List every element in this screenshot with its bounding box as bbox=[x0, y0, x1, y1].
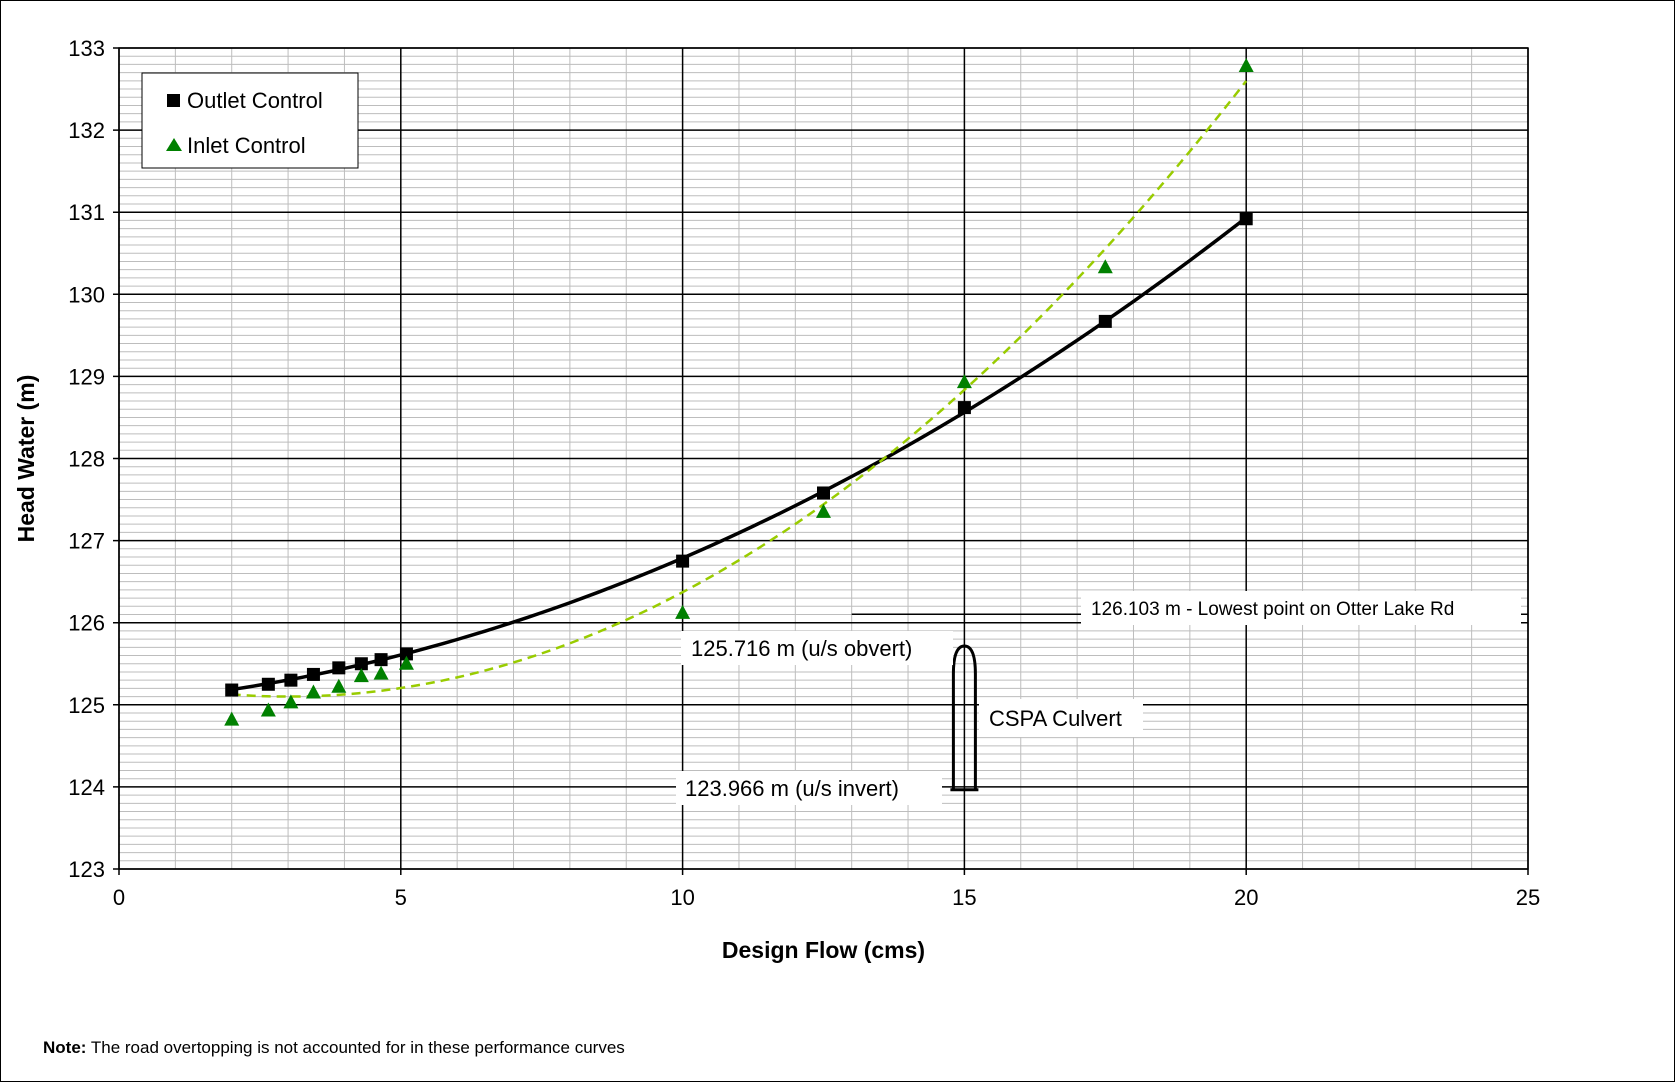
series-markers bbox=[224, 58, 1254, 726]
inlet-control-line bbox=[231, 80, 1248, 698]
y-tick-label: 127 bbox=[68, 529, 105, 554]
x-axis-title: Design Flow (cms) bbox=[722, 937, 925, 963]
inlet-control-point bbox=[305, 684, 321, 699]
y-tick-label: 123 bbox=[68, 857, 105, 882]
inlet-control-point bbox=[1097, 259, 1113, 274]
inlet-control-point bbox=[353, 668, 369, 683]
inlet-control-point bbox=[675, 604, 691, 619]
y-tick-label: 130 bbox=[68, 282, 105, 307]
outlet-control-point bbox=[957, 401, 971, 415]
invert-label-bg bbox=[676, 771, 942, 805]
outlet-control-point bbox=[354, 657, 368, 671]
y-axis-title: Head Water (m) bbox=[13, 375, 39, 543]
road-level-label-bg bbox=[1081, 591, 1521, 625]
outlet-control-point bbox=[399, 647, 413, 661]
outlet-control-point bbox=[817, 486, 830, 500]
x-tick-label: 25 bbox=[1516, 885, 1540, 910]
inlet-control-point bbox=[373, 665, 389, 680]
x-tick-label: 0 bbox=[113, 885, 125, 910]
major-gridlines bbox=[113, 47, 1529, 875]
invert-label: 123.966 m (u/s invert) bbox=[685, 776, 899, 801]
legend-outlet-control-label: Outlet Control bbox=[187, 88, 323, 113]
y-tick-label: 128 bbox=[68, 447, 105, 472]
outlet-control-point bbox=[284, 673, 298, 687]
y-tick-label: 129 bbox=[68, 364, 105, 389]
outlet-control-point bbox=[306, 667, 320, 681]
culvert-label: CSPA Culvert bbox=[989, 706, 1122, 731]
road-level-label: 126.103 m - Lowest point on Otter Lake R… bbox=[1091, 599, 1454, 620]
legend-outlet-control-marker bbox=[167, 94, 180, 107]
culvert-shape bbox=[951, 644, 977, 790]
annotations: 126.103 m - Lowest point on Otter Lake R… bbox=[676, 591, 1528, 805]
outlet-control-point bbox=[676, 554, 690, 568]
y-tick-label: 132 bbox=[68, 118, 105, 143]
inlet-control-point bbox=[1238, 58, 1254, 73]
y-tick-label: 124 bbox=[68, 775, 105, 800]
inlet-control-point bbox=[224, 711, 240, 726]
y-tick-label: 126 bbox=[68, 611, 105, 636]
outlet-control-point bbox=[332, 661, 346, 675]
x-tick-label: 15 bbox=[952, 885, 976, 910]
inlet-control-point bbox=[816, 503, 831, 518]
obvert-label-bg bbox=[681, 631, 953, 665]
obvert-label: 125.716 m (u/s obvert) bbox=[691, 636, 912, 661]
inlet-control-point bbox=[956, 374, 972, 389]
y-axis-ticks: 123 124 125 126 127 128 129 130 131 132 133 bbox=[68, 36, 105, 882]
inlet-control-point bbox=[283, 694, 299, 709]
outlet-control-point bbox=[225, 683, 239, 697]
outlet-control-point bbox=[1239, 212, 1253, 226]
legend: Outlet Control Inlet Control bbox=[141, 72, 359, 169]
inlet-control-point bbox=[398, 655, 414, 670]
outlet-control-point bbox=[1098, 314, 1112, 328]
x-tick-label: 5 bbox=[395, 885, 407, 910]
y-tick-label: 131 bbox=[68, 200, 105, 225]
legend-box bbox=[141, 72, 359, 169]
legend-inlet-control-marker bbox=[166, 138, 182, 151]
culvert-label-bg bbox=[979, 699, 1143, 737]
x-tick-label: 20 bbox=[1234, 885, 1258, 910]
chart-note: Note: The road overtopping is not accoun… bbox=[43, 1038, 625, 1058]
note-text: The road overtopping is not accounted fo… bbox=[86, 1038, 625, 1057]
x-axis-ticks: 0 5 10 15 20 25 bbox=[113, 885, 1540, 910]
y-tick-label: 125 bbox=[68, 693, 105, 718]
y-tick-label: 133 bbox=[68, 36, 105, 61]
outlet-control-point bbox=[261, 677, 275, 691]
outlet-control-point bbox=[374, 653, 388, 667]
inlet-control-point bbox=[331, 678, 347, 693]
plot-area-border bbox=[118, 47, 1529, 870]
inlet-control-point bbox=[260, 702, 276, 717]
x-tick-label: 10 bbox=[670, 885, 694, 910]
legend-inlet-control-label: Inlet Control bbox=[187, 133, 306, 158]
note-label: Note: bbox=[43, 1038, 87, 1057]
